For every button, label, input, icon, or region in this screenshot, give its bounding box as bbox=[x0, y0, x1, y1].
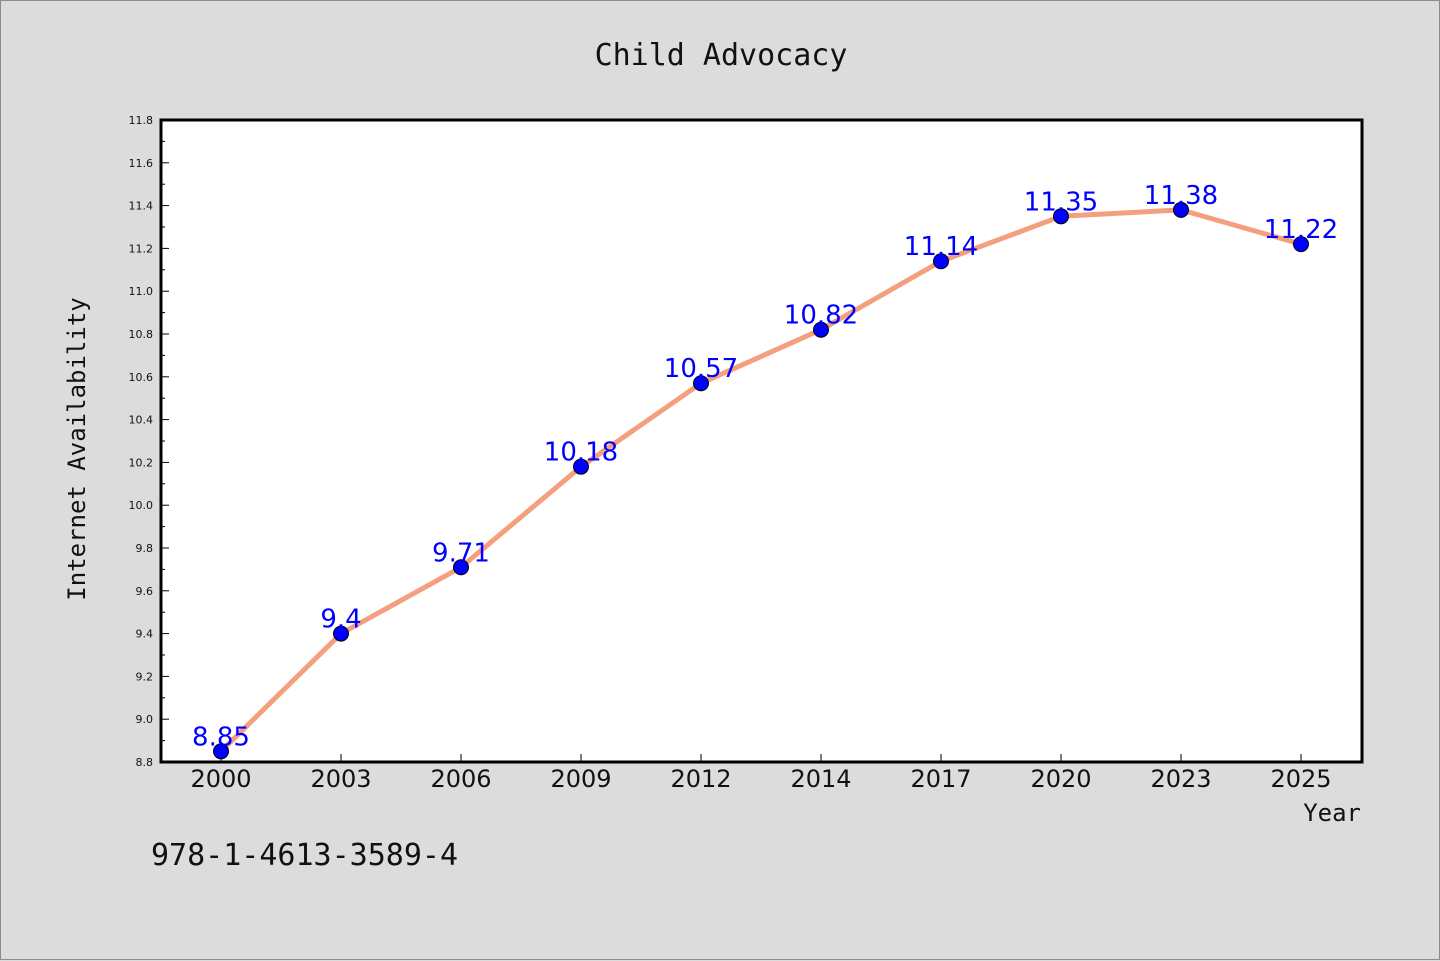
y-tick-label: 11.0 bbox=[129, 285, 154, 298]
data-point bbox=[1173, 201, 1189, 218]
data-label: 8.85 bbox=[192, 722, 250, 752]
series-layer: 8.85 9.4 9.71 10.18 10.57 10.82 11.14 11.35 11.3… bbox=[192, 181, 1338, 760]
y-axis: 8.8 9.0 9.2 9.4 9.6 9.8 10.0 10.2 10.4 10.6 10.8 11… bbox=[129, 114, 169, 769]
y-tick-label: 11.6 bbox=[129, 157, 154, 170]
y-tick-label: 9.6 bbox=[136, 585, 154, 598]
x-axis: 2000 2003 2006 2009 2012 2014 2017 2020 2023 2025 bbox=[190, 754, 1332, 793]
y-tick-label: 10.4 bbox=[129, 414, 154, 427]
y-tick-label: 11.8 bbox=[129, 114, 154, 127]
x-tick-label: 2014 bbox=[790, 765, 851, 793]
y-tick-label: 9.0 bbox=[136, 713, 154, 726]
data-label: 11.35 bbox=[1024, 187, 1098, 217]
data-point bbox=[453, 559, 469, 576]
data-label: 11.22 bbox=[1264, 215, 1338, 245]
x-tick-label: 2003 bbox=[310, 765, 371, 793]
x-tick-label: 2009 bbox=[550, 765, 611, 793]
y-axis-title: Internet Availability bbox=[63, 297, 91, 600]
y-tick-label: 10.6 bbox=[129, 371, 154, 384]
x-tick-label: 2017 bbox=[910, 765, 971, 793]
chart-title: Child Advocacy bbox=[595, 38, 848, 73]
y-tick-label: 8.8 bbox=[136, 756, 154, 769]
data-point bbox=[933, 253, 949, 270]
y-tick-label: 10.8 bbox=[129, 328, 154, 341]
plot-area bbox=[161, 120, 1362, 762]
data-point bbox=[213, 743, 229, 760]
data-label: 10.82 bbox=[784, 301, 858, 331]
y-tick-label: 10.2 bbox=[129, 456, 154, 469]
data-label: 10.18 bbox=[544, 438, 618, 468]
x-axis-title: Year bbox=[1303, 799, 1361, 827]
x-tick-label: 2006 bbox=[430, 765, 491, 793]
data-point bbox=[333, 625, 349, 642]
y-tick-label: 11.4 bbox=[129, 200, 154, 213]
y-tick-label: 11.2 bbox=[129, 242, 154, 255]
data-point bbox=[1293, 236, 1309, 253]
data-point bbox=[693, 375, 709, 392]
data-label: 9.4 bbox=[320, 605, 361, 635]
data-label: 9.71 bbox=[432, 538, 490, 568]
data-point bbox=[1053, 208, 1069, 225]
x-tick-label: 2000 bbox=[190, 765, 251, 793]
x-tick-label: 2020 bbox=[1030, 765, 1091, 793]
x-tick-label: 2023 bbox=[1150, 765, 1211, 793]
y-tick-label: 9.8 bbox=[136, 542, 154, 555]
data-label: 10.57 bbox=[664, 354, 738, 384]
y-tick-label: 9.2 bbox=[136, 670, 154, 683]
y-tick-label: 10.0 bbox=[129, 499, 154, 512]
isbn-text: 978-1-4613-3589-4 bbox=[151, 838, 458, 873]
data-label: 11.14 bbox=[904, 232, 978, 262]
data-point bbox=[813, 321, 829, 338]
series-line bbox=[218, 207, 1304, 754]
data-point bbox=[573, 458, 589, 475]
y-tick-label: 9.4 bbox=[136, 628, 154, 641]
plot-border bbox=[159, 118, 1364, 764]
data-label: 11.38 bbox=[1144, 181, 1218, 211]
x-tick-label: 2012 bbox=[670, 765, 731, 793]
x-tick-label: 2025 bbox=[1270, 765, 1331, 793]
